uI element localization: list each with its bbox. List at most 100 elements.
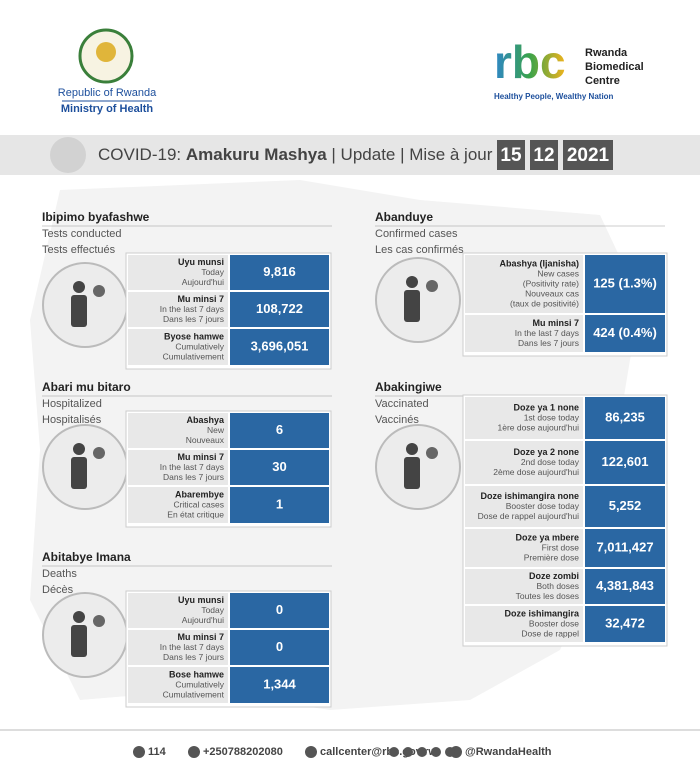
value-cell: [585, 441, 665, 484]
row-label: 1ère dose aujourd'hui: [498, 422, 580, 432]
label-cell: [465, 255, 583, 313]
row-label: Dose de rappel: [521, 628, 579, 638]
row-label-main: Doze ya 1 none: [513, 402, 579, 412]
rbc-name: Biomedical: [585, 61, 644, 73]
row-label: 1st dose today: [524, 412, 580, 422]
value-cell: [230, 630, 329, 665]
section-title: Ibipimo byafashwe: [42, 210, 150, 224]
section-title: Abakingiwe: [375, 380, 442, 394]
row-label: Cumulativement: [163, 689, 225, 699]
row-label: Dans les 7 jours: [163, 314, 224, 324]
row-label-main: Doze ya mbere: [515, 532, 579, 542]
footer-text: 114: [148, 746, 167, 758]
row-value: 4,381,843: [596, 578, 654, 593]
icon-body: [71, 295, 87, 327]
row-value: 32,472: [605, 615, 645, 630]
value-cell: [585, 255, 665, 313]
row-label: (Positivity rate): [523, 278, 579, 288]
label-cell: [465, 569, 583, 604]
row-value: 424 (0.4%): [593, 325, 657, 340]
row-label-main: Doze ya 2 none: [513, 447, 579, 457]
icon-virus: [426, 280, 438, 292]
row-label-main: Abarembye: [175, 489, 224, 499]
row-label: Nouveaux cas: [525, 288, 579, 298]
row-value: 6: [276, 422, 283, 437]
row-label-main: Doze zombi: [529, 571, 579, 581]
social-icon: [431, 747, 441, 757]
row-value: 1,344: [263, 676, 296, 691]
row-label: Nouveaux: [186, 435, 225, 445]
row-label: Cumulativement: [163, 351, 225, 361]
rbc-logo: rbc: [494, 36, 566, 88]
row-label: Dose de rappel aujourd'hui: [478, 511, 579, 521]
virus-icon: [50, 137, 86, 173]
section-title: Abanduye: [375, 210, 433, 224]
row-value: 0: [276, 602, 283, 617]
label-cell: [465, 397, 583, 439]
row-label: Today: [201, 267, 224, 277]
value-cell: [230, 487, 329, 523]
label-cell: [128, 593, 228, 628]
value-cell: [585, 529, 665, 567]
banner-part: |: [331, 145, 335, 164]
label-cell: [465, 315, 583, 352]
footer-icon: [188, 746, 200, 758]
row-value: 1: [276, 496, 283, 511]
icon-head: [406, 276, 418, 288]
label-cell: [128, 630, 228, 665]
banner-part: Mise à jour: [409, 145, 492, 164]
section-subtitle: Deaths: [42, 568, 77, 580]
section-title: Abari mu bitaro: [42, 380, 131, 394]
footer-icon: [305, 746, 317, 758]
row-value: 108,722: [256, 301, 303, 316]
row-label: Booster dose today: [506, 501, 580, 511]
row-label: Dans les 7 jours: [163, 652, 224, 662]
icon-virus: [426, 447, 438, 459]
footer-text: @RwandaHealth: [465, 746, 552, 758]
icon-head: [406, 443, 418, 455]
row-label-main: Uyu munsi: [178, 595, 224, 605]
row-value: 30: [272, 459, 286, 474]
section-subtitle: Vaccinated: [375, 398, 429, 410]
social-icon: [417, 747, 427, 757]
row-label: 2nd dose today: [521, 457, 580, 467]
label-cell: [465, 441, 583, 484]
label-cell: [128, 487, 228, 523]
section-subtitle: Tests conducted: [42, 228, 122, 240]
row-label: Aujourd'hui: [182, 615, 224, 625]
row-value: 9,816: [263, 264, 296, 279]
rbc-tagline: Healthy People, Wealthy Nation: [494, 92, 614, 101]
value-cell: [230, 413, 329, 448]
label-cell: [128, 450, 228, 485]
row-label-main: Abashya (Ijanisha): [499, 258, 579, 268]
section-subtitle: Décès: [42, 584, 74, 596]
row-label-main: Doze ishimangira none: [480, 491, 579, 501]
row-label: First dose: [542, 542, 580, 552]
banner-part: Update: [341, 145, 396, 164]
banner-part: COVID-19:: [98, 145, 181, 164]
row-label-main: Uyu munsi: [178, 257, 224, 267]
row-label: Dans les 7 jours: [163, 472, 224, 482]
value-cell: [230, 292, 329, 327]
icon-virus: [93, 447, 105, 459]
row-value: 122,601: [602, 454, 649, 469]
footer-text: +250788202080: [203, 746, 283, 758]
label-cell: [128, 292, 228, 327]
value-cell: [230, 450, 329, 485]
row-label: Cumulatively: [175, 679, 224, 689]
row-label: Toutes les doses: [516, 591, 579, 601]
value-cell: [585, 315, 665, 352]
row-label-main: Bose hamwe: [169, 669, 224, 679]
label-cell: [128, 255, 228, 290]
icon-body: [404, 457, 420, 489]
row-value: 3,696,051: [251, 338, 309, 353]
section-subtitle: Les cas confirmés: [375, 244, 464, 256]
date-box: [530, 140, 558, 170]
row-label: Both doses: [536, 581, 579, 591]
rbc-name: Centre: [585, 75, 620, 87]
section-subtitle: Vaccinés: [375, 414, 419, 426]
row-label: In the last 7 days: [515, 328, 579, 338]
row-label-main: Mu minsi 7: [177, 452, 224, 462]
value-cell: [585, 486, 665, 527]
